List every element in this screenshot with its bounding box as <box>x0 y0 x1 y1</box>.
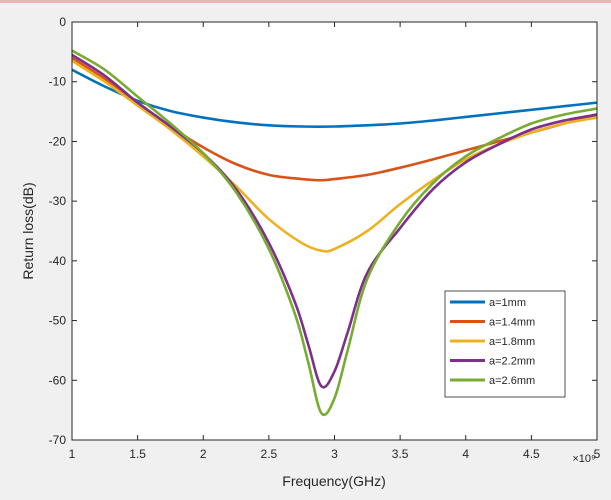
x-tick-label: 2.5 <box>261 447 278 461</box>
x-tick-label: 3.5 <box>392 447 409 461</box>
y-tick-label: -10 <box>49 75 67 89</box>
legend: a=1mm a=1.4mm a=1.8mm a=2.2mm a=2.6mm <box>444 290 566 398</box>
legend-label-a-2-2mm: a=2.2mm <box>489 356 535 368</box>
y-tick-label: -70 <box>49 433 67 447</box>
legend-items: a=1mm a=1.4mm a=1.8mm a=2.2mm a=2.6mm <box>450 297 535 387</box>
x-tick-label: 2 <box>200 447 207 461</box>
x-exponent-label: ×10⁹ <box>572 453 595 465</box>
x-tick-label: 1 <box>69 447 76 461</box>
x-tick-label: 1.5 <box>129 447 146 461</box>
x-tick-labels: 1 1.5 2 2.5 3 3.5 4 4.5 5 <box>69 447 601 461</box>
y-tick-labels: 0 -10 -20 -30 -40 -50 -60 -70 <box>49 15 67 447</box>
y-axis-label: Return loss(dB) <box>20 182 36 279</box>
series-lines <box>71 49 598 417</box>
series-line-a-2-2mm <box>71 53 598 389</box>
plot-area-border <box>71 21 598 441</box>
x-tick-label: 5 <box>594 447 601 461</box>
x-tick-label: 4 <box>462 447 469 461</box>
y-tick-label: -60 <box>49 373 67 387</box>
x-tick-label: 3 <box>331 447 338 461</box>
series-line-a-1mm <box>71 68 598 128</box>
y-tick-label: -50 <box>49 314 67 328</box>
x-axis-label: Frequency(GHz) <box>282 473 385 489</box>
y-tick-label: -30 <box>49 194 67 208</box>
x-tick-label: 4.5 <box>523 447 540 461</box>
y-tick-label: -40 <box>49 254 67 268</box>
legend-label-a-1-4mm: a=1.4mm <box>489 317 535 329</box>
legend-label-a-2-6mm: a=2.6mm <box>489 375 535 387</box>
legend-label-a-1-8mm: a=1.8mm <box>489 336 535 348</box>
y-tick-label: -20 <box>49 134 67 148</box>
series-line-a-2-6mm <box>71 49 598 417</box>
y-tick-label: 0 <box>59 15 66 29</box>
legend-label-a-1mm: a=1mm <box>489 297 526 309</box>
top-border <box>0 0 611 3</box>
